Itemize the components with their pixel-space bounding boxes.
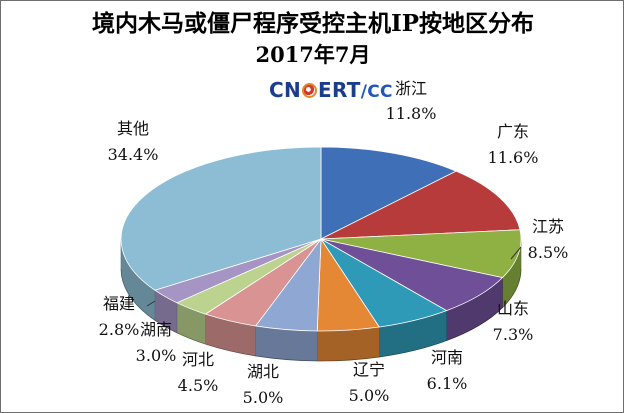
slice-label-name-9: 福建 xyxy=(103,294,135,313)
pie-slice-2 xyxy=(320,229,522,279)
cncert-logo: CN ERT/CC xyxy=(269,78,393,102)
slice-label-value-3: 7.3% xyxy=(493,325,534,344)
slice-label-value-5: 5.0% xyxy=(349,386,390,405)
leader-line-2 xyxy=(510,246,522,260)
slice-label-name-2: 江苏 xyxy=(532,217,564,236)
slice-label-value-1: 11.6% xyxy=(488,148,539,167)
slice-label-value-7: 4.5% xyxy=(178,376,219,395)
chart-subtitle: 2017年7月 xyxy=(255,42,371,67)
slice-label-value-4: 6.1% xyxy=(427,374,468,393)
slice-label-value-6: 5.0% xyxy=(243,388,284,407)
slice-label-name-4: 河南 xyxy=(431,348,463,367)
slice-label-value-10: 34.4% xyxy=(108,145,159,164)
slice-label-name-3: 山东 xyxy=(497,299,529,318)
slice-label-name-6: 湖北 xyxy=(247,362,279,381)
slice-label-name-7: 河北 xyxy=(182,350,214,369)
slice-label-name-10: 其他 xyxy=(117,119,149,138)
slice-label-name-8: 湖南 xyxy=(140,320,172,339)
pie-slice-10 xyxy=(120,146,322,291)
pie-edges xyxy=(120,268,522,362)
chart-title: 境内木马或僵尸程序受控主机IP按地区分布 xyxy=(91,10,535,37)
slice-label-name-1: 广东 xyxy=(497,122,529,141)
slice-label-value-8: 3.0% xyxy=(136,346,177,365)
slice-label-value-0: 11.8% xyxy=(386,104,437,123)
slice-label-value-2: 8.5% xyxy=(528,243,569,262)
slice-label-name-0: 浙江 xyxy=(395,79,427,98)
slice-label-name-5: 辽宁 xyxy=(353,360,385,379)
pie-labels: 浙江 11.8% 广东 11.6% 江苏 8.5% 山东 7.3% 河南 6.1% 辽宁 5.0% 湖北… xyxy=(99,79,569,407)
pie-sides xyxy=(120,238,522,362)
pie-slice-0 xyxy=(320,146,458,240)
pie-base-edge xyxy=(120,268,522,362)
leader-line-9 xyxy=(146,300,156,307)
pie-slice-side-5 xyxy=(316,326,380,362)
pie-slice-1 xyxy=(320,170,521,240)
slice-label-value-9: 2.8% xyxy=(99,320,140,339)
pie-tops xyxy=(120,146,522,332)
